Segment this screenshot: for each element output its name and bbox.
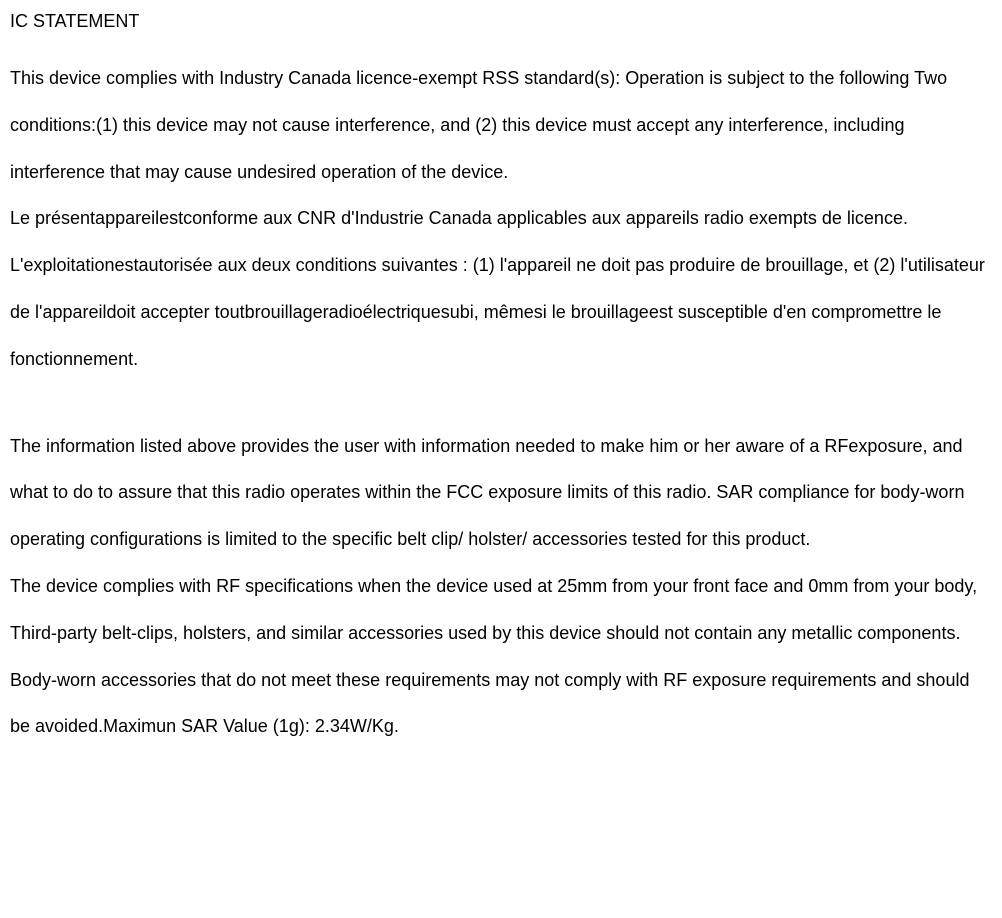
paragraph-english: This device complies with Industry Canad…	[10, 55, 992, 195]
document-title: IC STATEMENT	[10, 8, 992, 35]
document-container: IC STATEMENT This device complies with I…	[10, 8, 992, 750]
paragraph-french: Le présentappareilestconforme aux CNR d'…	[10, 195, 992, 382]
paragraph-rf-spec: The device complies with RF specificatio…	[10, 563, 992, 750]
paragraph-rf-info: The information listed above provides th…	[10, 423, 992, 563]
section-gap	[10, 383, 992, 423]
